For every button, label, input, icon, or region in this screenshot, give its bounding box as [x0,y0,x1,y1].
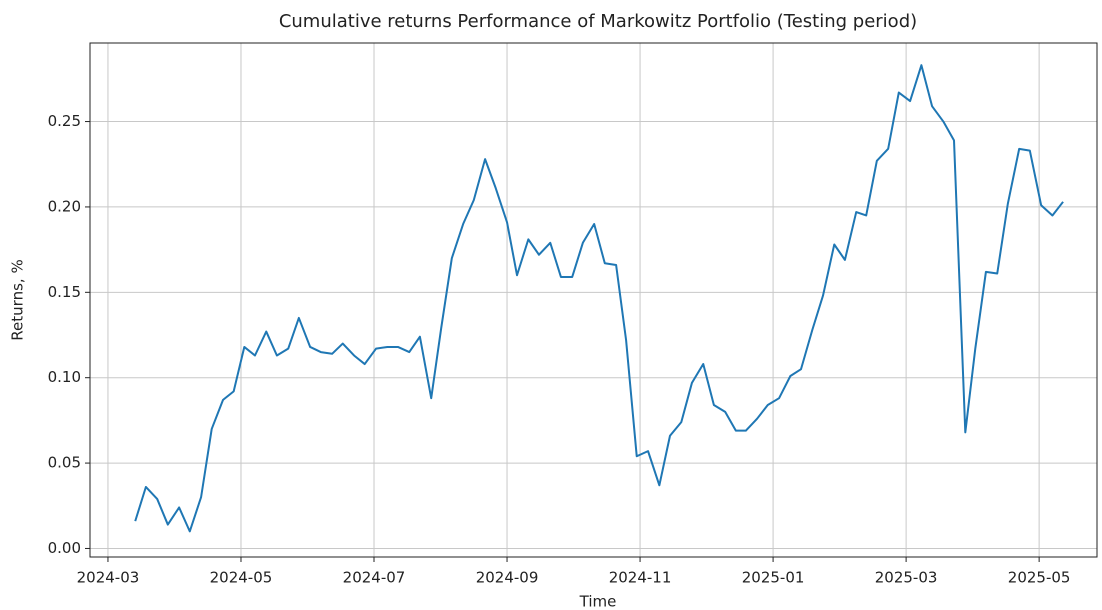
chart-title: Cumulative returns Performance of Markow… [279,11,917,32]
x-axis-label: Time [579,593,617,610]
y-tick-label: 0.00 [48,539,81,557]
y-tick-label: 0.25 [48,112,81,130]
x-tick-label: 2024-11 [609,569,672,587]
x-tick-label: 2025-05 [1008,569,1071,587]
y-tick-label: 0.15 [48,283,81,301]
plot-frame [89,42,1098,558]
y-tick-label: 0.10 [48,368,81,386]
x-tick-label: 2024-03 [77,569,140,587]
y-axis-label: Returns, % [9,259,27,340]
x-tick-label: 2025-01 [742,569,805,587]
x-tick-label: 2024-09 [476,569,539,587]
line-series [134,64,1064,533]
y-tick-label: 0.05 [48,454,81,472]
x-tick-label: 2025-03 [875,569,938,587]
x-tick-label: 2024-05 [210,569,273,587]
y-tick-label: 0.20 [48,197,81,215]
x-tick-label: 2024-07 [343,569,406,587]
